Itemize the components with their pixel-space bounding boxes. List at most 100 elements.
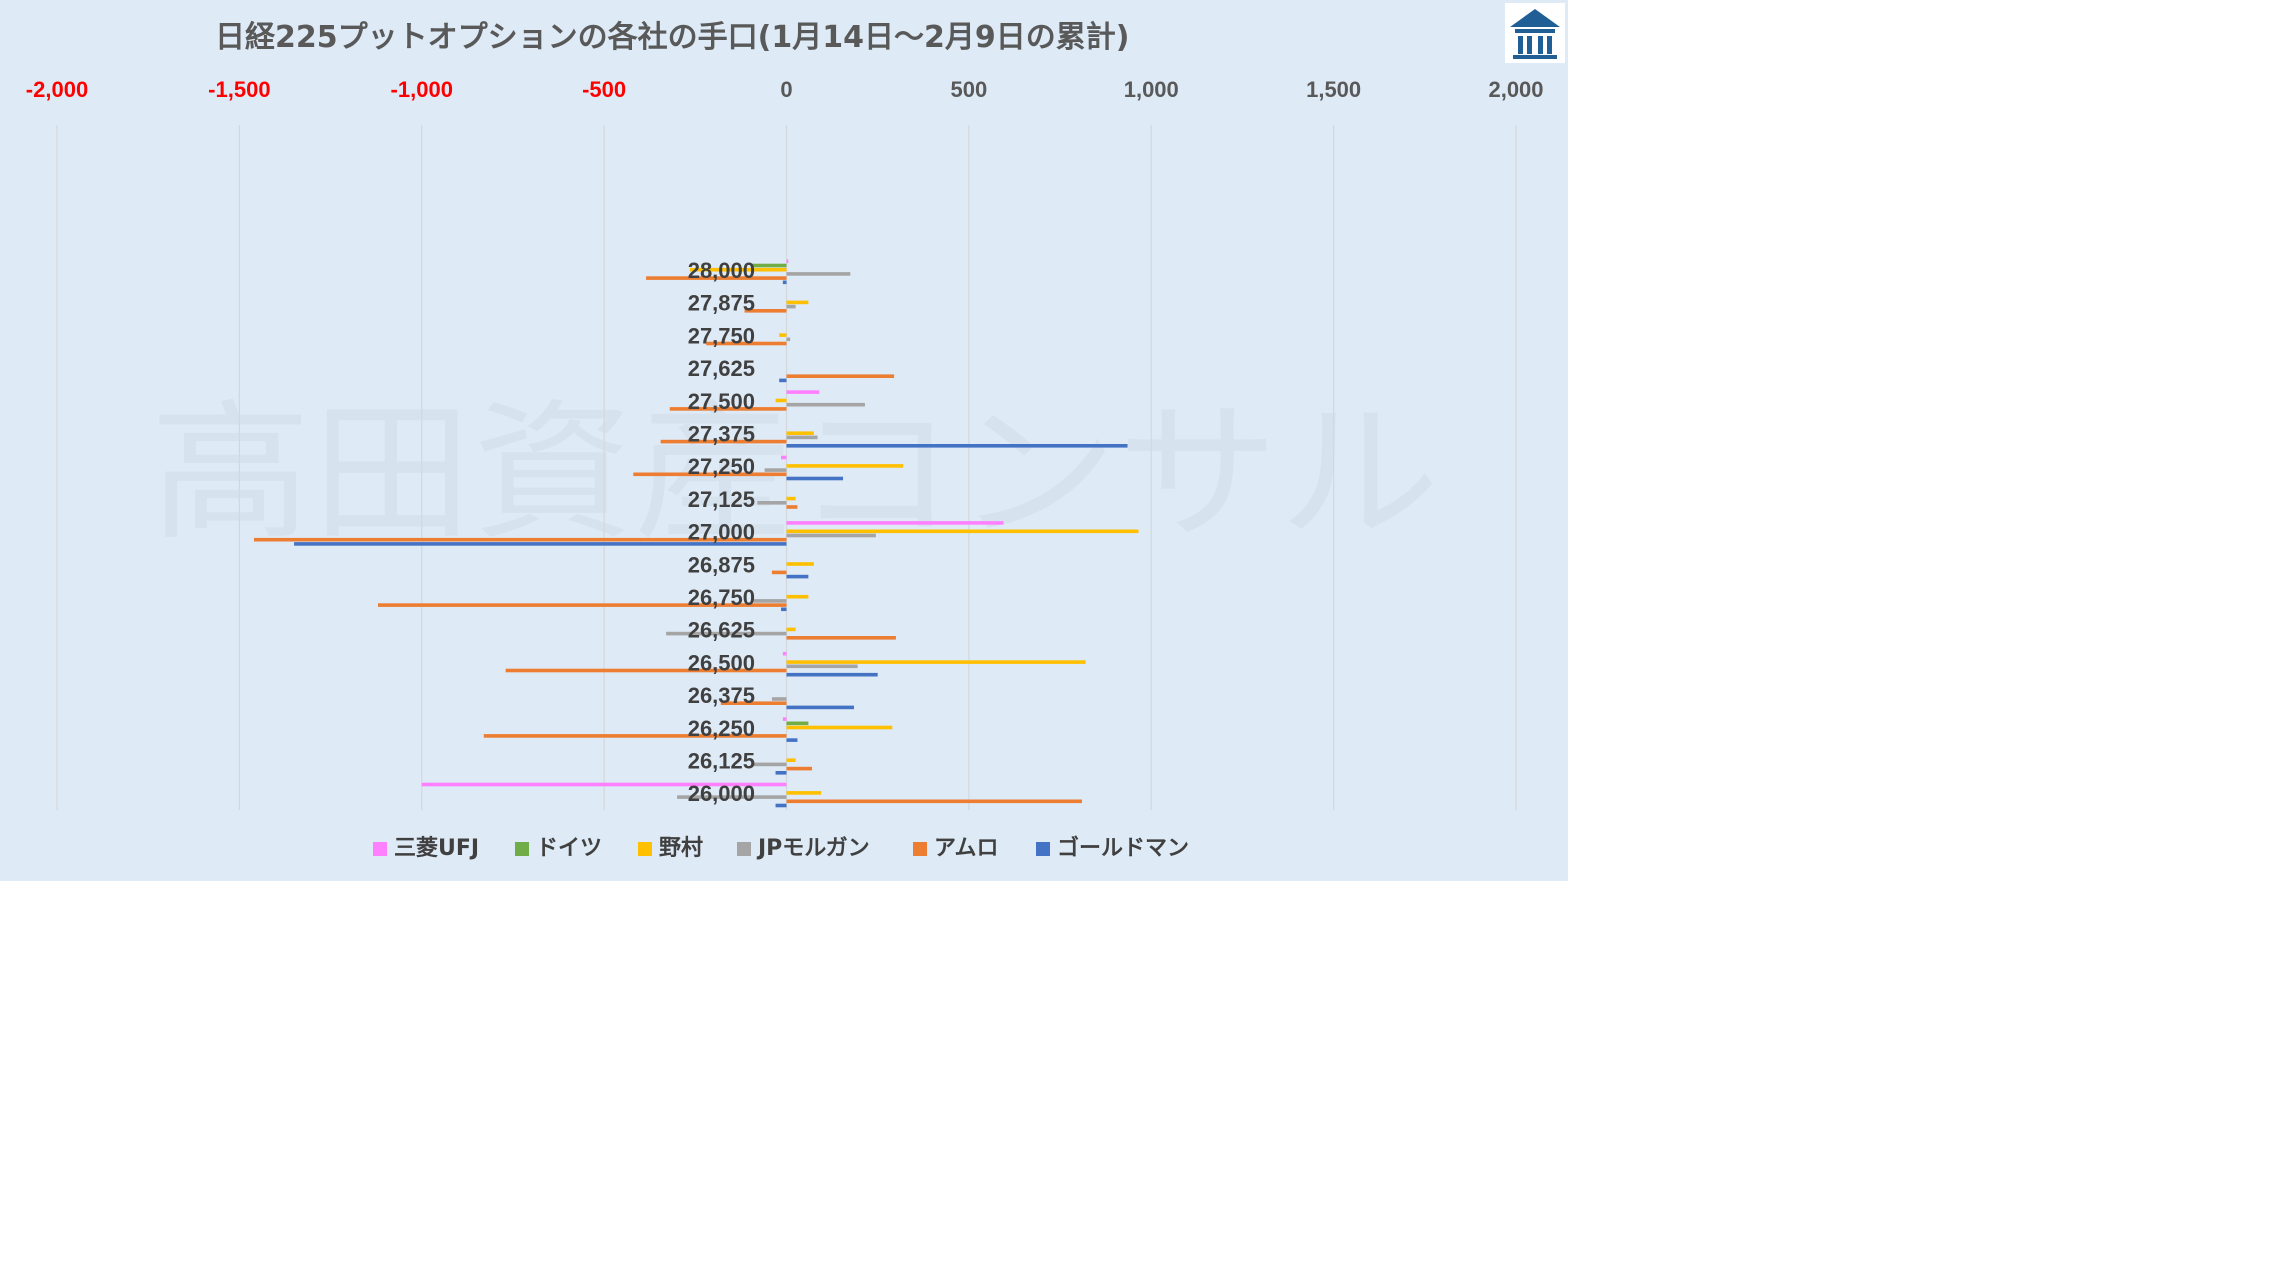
bar xyxy=(786,533,876,538)
x-tick-label: -1,500 xyxy=(208,77,270,102)
bar xyxy=(786,300,809,305)
bar xyxy=(786,529,1139,534)
bar xyxy=(786,664,858,669)
category-label: 26,750 xyxy=(688,585,755,610)
category-labels: 28,000 27,875 27,750 27,625 27,500 27,375 27,2… xyxy=(688,258,755,806)
category-label: 27,250 xyxy=(688,454,755,479)
category-label: 26,625 xyxy=(688,618,755,643)
category-label: 27,125 xyxy=(688,487,755,512)
category-label: 27,000 xyxy=(688,520,755,545)
bar xyxy=(782,280,787,285)
bars xyxy=(253,259,1139,808)
category-label: 26,000 xyxy=(688,781,755,806)
bar xyxy=(764,468,787,472)
bar xyxy=(782,651,787,656)
legend-swatch xyxy=(737,842,751,856)
bar xyxy=(786,476,844,481)
bar xyxy=(786,766,813,771)
x-tick-label: 0 xyxy=(780,77,792,102)
bar xyxy=(786,725,893,730)
x-tick-label: 1,000 xyxy=(1124,77,1179,102)
bar xyxy=(781,607,787,612)
bar xyxy=(753,762,787,767)
legend-swatch xyxy=(638,842,652,856)
bar xyxy=(775,771,787,775)
category-label: 28,000 xyxy=(688,258,755,283)
bar xyxy=(775,398,787,403)
category-label: 27,875 xyxy=(688,291,755,316)
legend-swatch xyxy=(515,842,529,856)
bar xyxy=(633,472,787,477)
bar xyxy=(786,738,798,742)
bar xyxy=(660,439,787,444)
building-logo xyxy=(1505,3,1565,63)
bar xyxy=(483,734,787,738)
x-axis-tick-labels: -2,000 -1,500 -1,000 -500 0 500 1,000 1,500 2,00… xyxy=(26,77,1544,102)
legend-swatch xyxy=(1036,842,1050,856)
legend-swatch xyxy=(913,842,927,856)
legend-label: ゴールドマン xyxy=(1057,835,1189,861)
bar xyxy=(786,272,851,276)
bar xyxy=(669,407,787,411)
x-tick-label: -1,000 xyxy=(391,77,453,102)
bar xyxy=(779,378,787,383)
bar xyxy=(771,570,787,575)
chart-title: 日経225プットオプションの各社の手口(1月14日～2月9日の累計) xyxy=(215,20,1129,55)
legend: 三菱UFJ ドイツ 野村 JPモルガン アムロ ゴールドマン xyxy=(373,835,1189,861)
category-label: 26,250 xyxy=(688,716,755,741)
bar xyxy=(786,672,878,677)
legend-swatch xyxy=(373,842,387,856)
bar xyxy=(677,795,787,799)
category-label: 27,625 xyxy=(688,356,755,381)
bar xyxy=(786,791,822,795)
legend-label: 三菱UFJ xyxy=(394,835,479,861)
bar xyxy=(786,496,796,501)
legend-label: アムロ xyxy=(934,836,998,861)
bar xyxy=(781,455,787,460)
bar xyxy=(757,501,787,505)
bar xyxy=(786,758,796,762)
bar xyxy=(786,444,1128,448)
category-label: 26,875 xyxy=(688,552,755,577)
bar xyxy=(771,697,787,701)
bar xyxy=(706,341,787,346)
x-tick-label: 1,500 xyxy=(1306,77,1361,102)
bar xyxy=(753,599,787,603)
bar xyxy=(294,542,787,546)
category-label: 26,125 xyxy=(688,749,755,774)
legend-label: ドイツ xyxy=(536,836,602,861)
bar xyxy=(786,562,814,566)
bar xyxy=(786,505,798,509)
bar xyxy=(786,464,904,468)
bar xyxy=(786,594,809,599)
x-tick-label: -500 xyxy=(582,77,626,102)
put-option-bar-chart: 高田資産コンサル 日経225プットオプションの各社の手口(1月14日～2月9日の… xyxy=(26,3,1565,861)
gridlines xyxy=(56,125,1517,810)
x-tick-label: 2,000 xyxy=(1488,77,1543,102)
category-label: 26,500 xyxy=(688,650,755,675)
bar xyxy=(744,309,787,313)
bar xyxy=(779,333,787,337)
bar xyxy=(786,636,896,640)
x-tick-label: -2,000 xyxy=(26,77,88,102)
category-label: 27,500 xyxy=(688,389,755,414)
category-label: 27,750 xyxy=(688,323,755,348)
bar xyxy=(786,259,789,264)
bar xyxy=(786,390,820,394)
legend-label: JPモルガン xyxy=(756,836,870,861)
bar xyxy=(786,435,818,440)
x-tick-label: 500 xyxy=(951,77,988,102)
bar xyxy=(786,374,895,378)
bar xyxy=(751,263,787,268)
bar xyxy=(782,717,787,721)
bar xyxy=(253,537,787,542)
bar xyxy=(775,803,787,808)
bar xyxy=(786,402,865,407)
bar xyxy=(689,267,787,272)
bar xyxy=(786,799,1082,804)
chart-root: 高田資産コンサル 日経225プットオプションの各社の手口(1月14日～2月9日の… xyxy=(0,0,1568,881)
bar xyxy=(786,337,791,342)
legend-label: 野村 xyxy=(659,836,703,861)
bar xyxy=(786,627,796,632)
bar xyxy=(666,631,787,636)
